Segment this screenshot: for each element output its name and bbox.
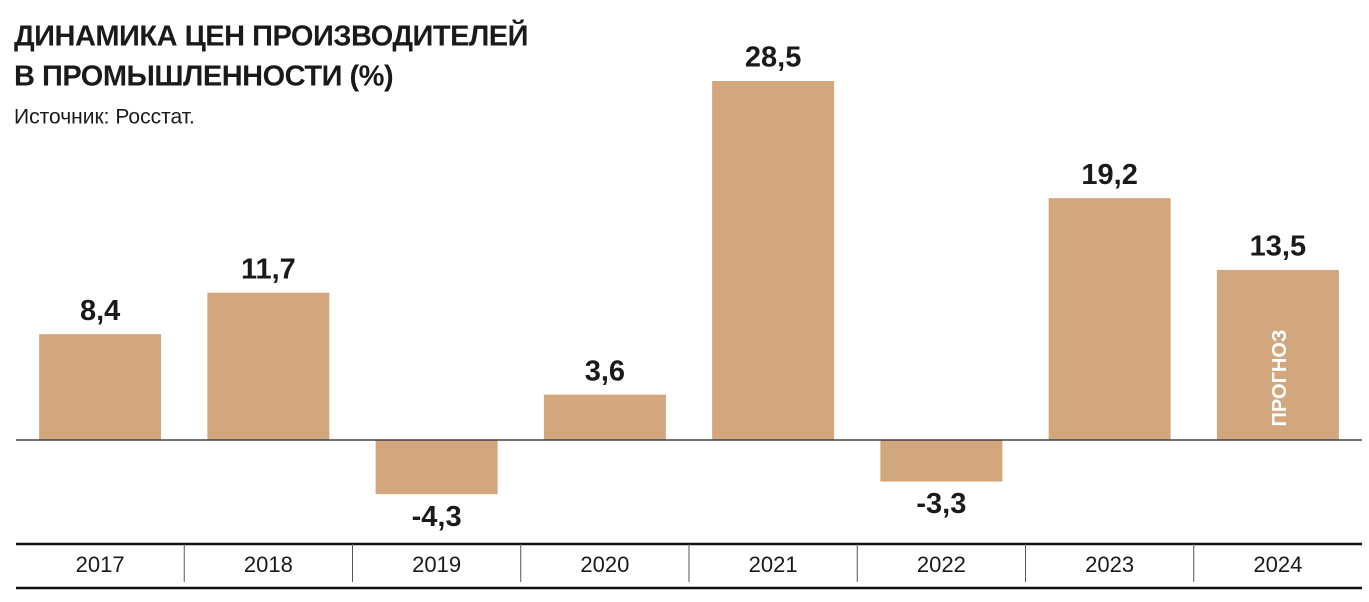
x-tick-label: 2023 [1085, 552, 1134, 577]
bar [207, 292, 330, 440]
x-tick-label: 2019 [412, 552, 461, 577]
bar [712, 81, 835, 440]
x-tick-label: 2020 [580, 552, 629, 577]
chart-subtitle: Источник: Росстат. [14, 106, 195, 129]
x-tick-label: 2022 [917, 552, 966, 577]
annotation: ПРОГНОЗ [1269, 330, 1291, 427]
value-label: -3,3 [916, 488, 966, 520]
chart-title: ДИНАМИКА ЦЕН ПРОИЗВОДИТЕЛЕЙ [14, 19, 528, 53]
chart-title: В ПРОМЫШЛЕННОСТИ (%) [14, 61, 393, 93]
bar [1048, 198, 1171, 440]
value-label: 3,6 [585, 355, 625, 387]
value-label: 13,5 [1250, 231, 1306, 263]
x-tick-label: 2018 [244, 552, 293, 577]
bar [543, 394, 666, 440]
bar [39, 334, 162, 440]
x-tick-label: 2024 [1253, 552, 1302, 577]
value-label: 11,7 [241, 253, 296, 285]
bar [1216, 269, 1339, 440]
value-label: 19,2 [1081, 159, 1137, 191]
value-label: 28,5 [745, 42, 801, 74]
value-label: 8,4 [80, 295, 120, 327]
value-label: -4,3 [412, 501, 462, 533]
x-tick-label: 2021 [749, 552, 798, 577]
bar [880, 440, 1003, 482]
bar [375, 440, 498, 495]
x-tick-label: 2017 [76, 552, 125, 577]
